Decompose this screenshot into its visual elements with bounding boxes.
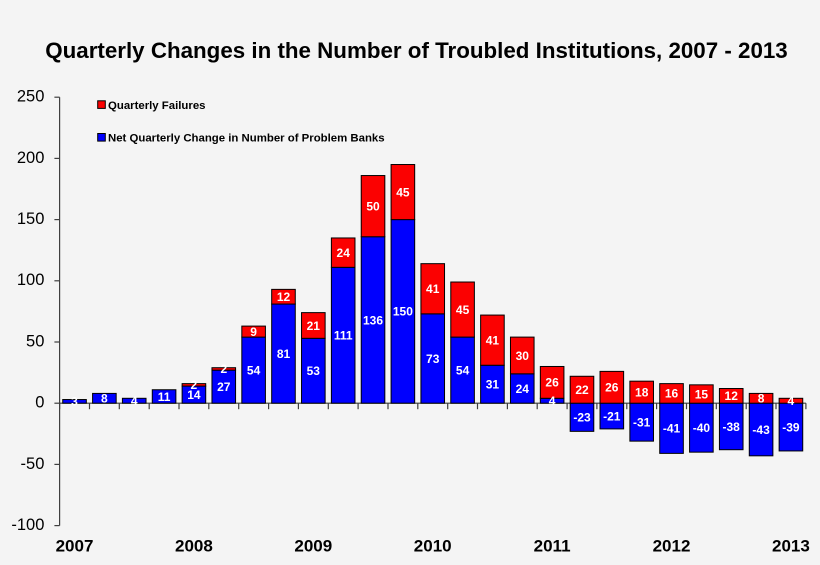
svg-text:150: 150 — [393, 305, 413, 319]
svg-text:4: 4 — [549, 394, 556, 408]
svg-text:8: 8 — [101, 392, 108, 406]
svg-text:2008: 2008 — [175, 536, 213, 555]
svg-text:15: 15 — [695, 387, 709, 401]
svg-text:Quarterly Changes in the Numbe: Quarterly Changes in the Number of Troub… — [45, 38, 787, 63]
svg-text:-39: -39 — [782, 420, 800, 434]
svg-text:27: 27 — [217, 380, 231, 394]
svg-text:-21: -21 — [603, 409, 621, 423]
svg-text:Net Quarterly Change in Number: Net Quarterly Change in Number of Proble… — [108, 133, 385, 145]
svg-text:54: 54 — [456, 364, 470, 378]
svg-text:-43: -43 — [752, 423, 770, 437]
svg-text:31: 31 — [486, 378, 500, 392]
svg-text:12: 12 — [725, 389, 739, 403]
svg-text:81: 81 — [277, 347, 291, 361]
svg-text:136: 136 — [363, 313, 383, 327]
svg-text:26: 26 — [545, 376, 559, 390]
svg-text:2007: 2007 — [56, 536, 94, 555]
svg-text:2012: 2012 — [653, 536, 691, 555]
svg-text:16: 16 — [665, 387, 679, 401]
svg-text:22: 22 — [575, 383, 589, 397]
svg-text:-31: -31 — [633, 416, 651, 430]
svg-text:73: 73 — [426, 352, 440, 366]
svg-text:54: 54 — [247, 364, 261, 378]
svg-text:14: 14 — [187, 388, 201, 402]
svg-text:2013: 2013 — [772, 536, 810, 555]
svg-text:50: 50 — [366, 199, 380, 213]
svg-text:150: 150 — [17, 210, 45, 228]
svg-text:8: 8 — [758, 392, 765, 406]
svg-text:11: 11 — [158, 390, 171, 404]
svg-text:Quarterly Failures: Quarterly Failures — [108, 100, 206, 112]
svg-text:41: 41 — [486, 334, 500, 348]
svg-text:50: 50 — [26, 332, 44, 350]
svg-text:100: 100 — [17, 271, 45, 289]
svg-text:12: 12 — [277, 290, 291, 304]
svg-text:30: 30 — [516, 349, 530, 363]
svg-text:4: 4 — [788, 394, 795, 408]
svg-text:-40: -40 — [693, 421, 711, 435]
svg-text:0: 0 — [35, 394, 44, 412]
svg-text:21: 21 — [307, 319, 321, 333]
svg-text:-100: -100 — [11, 516, 44, 534]
svg-text:53: 53 — [307, 364, 321, 378]
svg-text:9: 9 — [250, 325, 257, 339]
svg-text:2010: 2010 — [414, 536, 452, 555]
svg-text:-38: -38 — [723, 420, 741, 434]
svg-text:2009: 2009 — [294, 536, 332, 555]
svg-text:250: 250 — [17, 88, 45, 106]
svg-text:2: 2 — [220, 362, 227, 376]
svg-text:2011: 2011 — [534, 536, 571, 555]
svg-text:3: 3 — [71, 395, 78, 409]
svg-text:-50: -50 — [21, 455, 45, 473]
svg-text:18: 18 — [635, 386, 649, 400]
svg-text:200: 200 — [17, 149, 45, 167]
svg-text:45: 45 — [456, 303, 470, 317]
svg-text:45: 45 — [396, 185, 410, 199]
svg-text:2: 2 — [191, 378, 198, 392]
svg-text:24: 24 — [516, 382, 530, 396]
svg-text:4: 4 — [131, 394, 138, 408]
svg-text:-41: -41 — [663, 422, 681, 436]
svg-text:111: 111 — [334, 329, 353, 343]
svg-text:41: 41 — [426, 282, 440, 296]
svg-text:26: 26 — [605, 381, 619, 395]
svg-text:24: 24 — [337, 246, 351, 260]
svg-text:-23: -23 — [573, 411, 591, 425]
